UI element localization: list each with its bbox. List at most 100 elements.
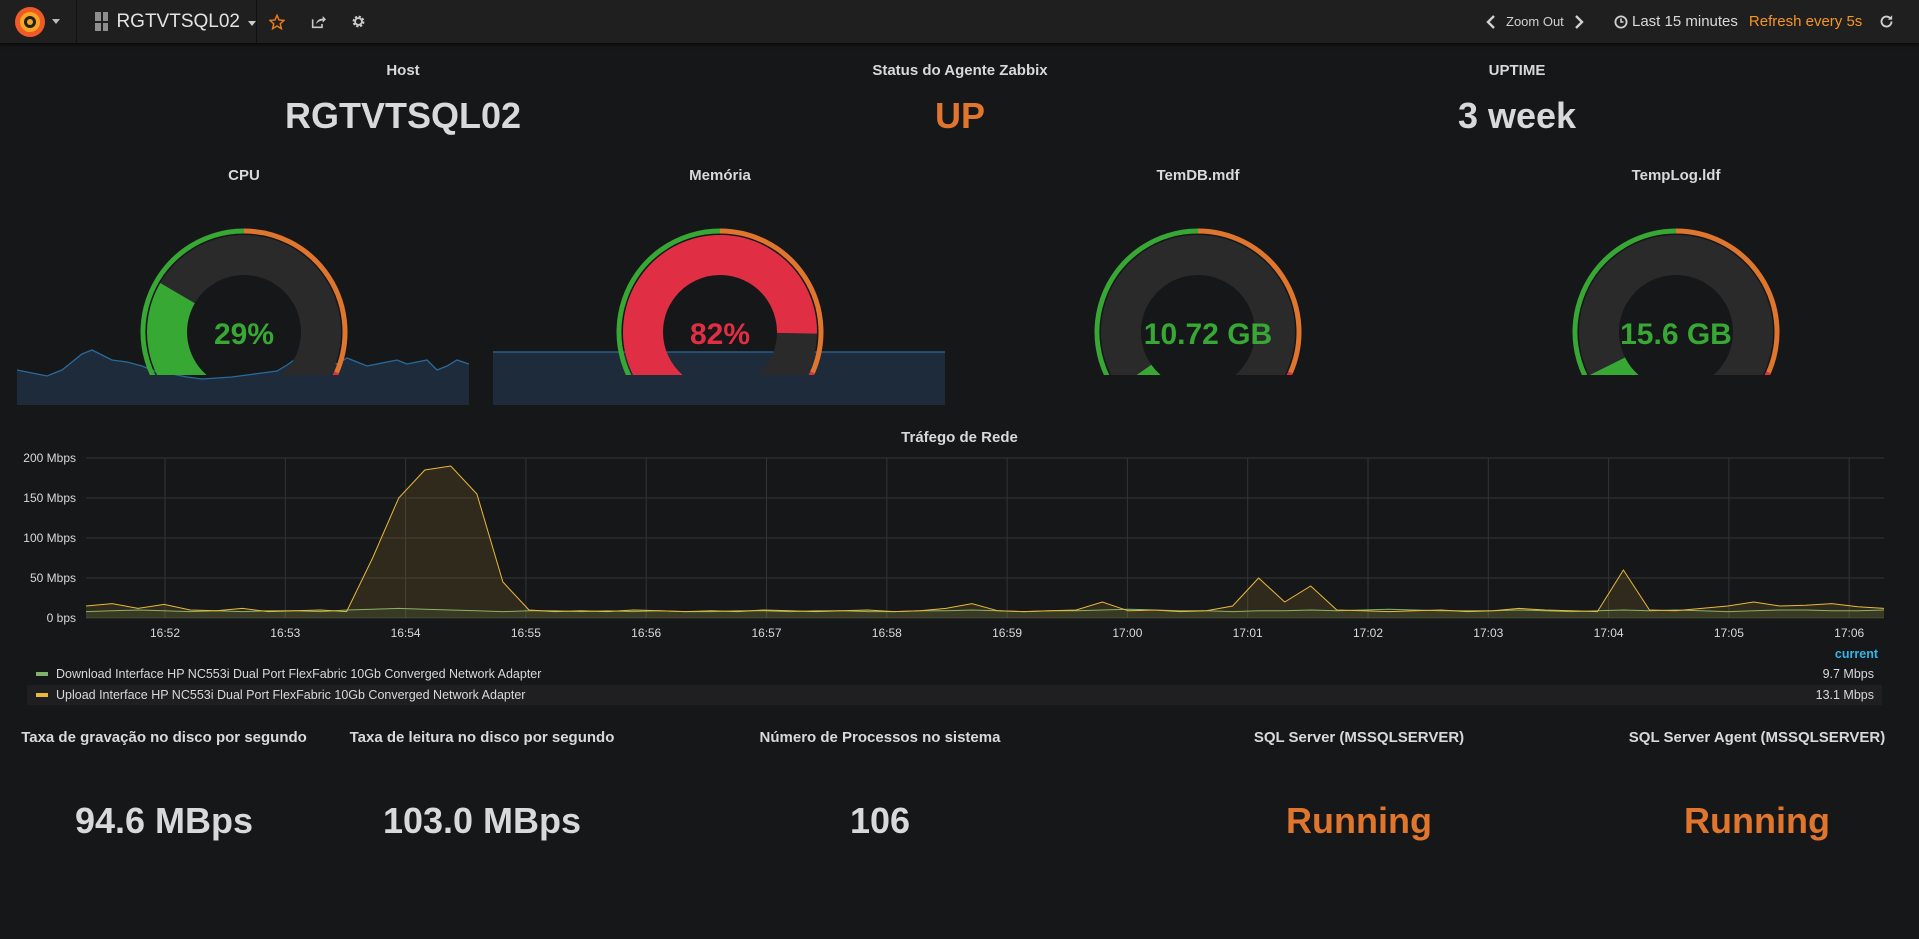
host-value: RGTVTSQL02: [284, 95, 522, 136]
disk-read-value: 103.0 MBps: [382, 800, 582, 841]
disk-write-panel-title: Taxa de gravação no disco por segundo: [21, 729, 307, 746]
y-tick-label: 150 Mbps: [23, 491, 76, 505]
x-tick-label: 17:03: [1473, 626, 1503, 640]
x-tick-label: 16:55: [511, 626, 541, 640]
dashboard-picker[interactable]: RGTVTSQL02: [78, 0, 257, 43]
chevron-down-icon: [248, 20, 256, 26]
time-range-picker[interactable]: Last 15 minutes Refresh every 5s: [1614, 0, 1862, 43]
agent-status-panel-title: Status do Agente Zabbix: [872, 62, 1048, 79]
x-tick-label: 16:56: [631, 626, 661, 640]
gauge-threshold-orange: [1197, 228, 1302, 374]
refresh-interval-label: Refresh every 5s: [1748, 13, 1863, 30]
tempdb-gauge: [1094, 228, 1302, 375]
sql-agent-panel-title: SQL Server Agent (MSSQLSERVER): [1628, 729, 1886, 746]
time-range-label: Last 15 minutes: [1632, 13, 1738, 30]
disk-read-panel-title: Taxa de leitura no disco por segundo: [349, 729, 615, 746]
memory-gauge: [616, 228, 824, 375]
x-tick-label: 16:58: [872, 626, 902, 640]
top-navbar: RGTVTSQL02 Zoom Out Last 15 minutes Refr…: [0, 0, 1919, 44]
x-tick-label: 16:52: [150, 626, 180, 640]
disk-write-value: 94.6 MBps: [74, 800, 254, 841]
dashboard-title: RGTVTSQL02: [116, 10, 240, 32]
gauge-threshold-green: [140, 228, 245, 375]
gauge-value-arc: [1589, 356, 1639, 375]
y-tick-label: 0 bps: [47, 611, 76, 625]
y-tick-label: 50 Mbps: [30, 571, 76, 585]
gauge-threshold-green: [1572, 228, 1677, 375]
network-traffic-chart[interactable]: 200 Mbps 150 Mbps 100 Mbps 50 Mbps 0 bps 16:5…: [0, 448, 1919, 653]
uptime-value: 3 week: [1457, 95, 1577, 136]
x-tick-label: 17:05: [1714, 626, 1744, 640]
cpu-gauge-value: 29%: [213, 318, 275, 351]
y-tick-label: 100 Mbps: [23, 531, 76, 545]
templog-panel-title: TempLog.ldf: [1631, 167, 1721, 184]
grafana-menu-button[interactable]: [0, 0, 77, 43]
legend-item-download[interactable]: Download Interface HP NC553i Dual Port F…: [27, 664, 1882, 684]
sql-agent-status-value: Running: [1684, 800, 1830, 841]
chevron-left-icon: [1486, 14, 1495, 29]
templog-gauge-value: 15.6 GB: [1620, 318, 1732, 351]
uptime-panel-title: UPTIME: [1488, 62, 1546, 79]
legend-swatch: [36, 672, 48, 676]
x-tick-label: 16:57: [751, 626, 781, 640]
y-tick-label: 200 Mbps: [23, 451, 76, 465]
legend-series-name: Download Interface HP NC553i Dual Port F…: [56, 667, 542, 681]
chevron-down-icon: [52, 19, 60, 24]
gauge-track: [1579, 235, 1773, 375]
memory-gauge-value: 82%: [689, 318, 751, 351]
legend-current-header: current: [1834, 647, 1878, 661]
network-panel-title: Tráfego de Rede: [901, 429, 1018, 446]
cpu-gauge: [140, 228, 348, 375]
legend-item-upload[interactable]: Upload Interface HP NC553i Dual Port Fle…: [27, 685, 1882, 705]
sql-server-panel-title: SQL Server (MSSQLSERVER): [1253, 729, 1465, 746]
dashboard-grid-icon: [95, 12, 109, 31]
legend-series-current: 9.7 Mbps: [1822, 667, 1874, 681]
host-panel-title: Host: [386, 62, 420, 79]
tempdb-panel-title: TemDB.mdf: [1156, 167, 1240, 184]
templog-gauge: [1572, 228, 1780, 375]
x-tick-label: 17:04: [1594, 626, 1624, 640]
gauge-threshold-orange: [719, 228, 824, 374]
gauge-value-arc: [147, 283, 207, 375]
x-tick-label: 17:00: [1112, 626, 1142, 640]
share-button[interactable]: [298, 0, 338, 43]
star-icon: [269, 13, 285, 30]
grafana-logo-icon: [15, 6, 45, 37]
process-count-value: 106: [849, 800, 911, 841]
cpu-sparkline: [17, 349, 469, 405]
clock-icon: [1614, 15, 1628, 28]
zoom-out-button[interactable]: Zoom Out: [1486, 0, 1584, 43]
gauge-threshold-orange: [1675, 228, 1780, 374]
refresh-icon: [1880, 15, 1892, 28]
x-tick-label: 16:54: [391, 626, 421, 640]
cpu-panel-title: CPU: [228, 167, 260, 184]
process-count-panel-title: Número de Processos no sistema: [759, 729, 1001, 746]
x-tick-label: 17:02: [1353, 626, 1383, 640]
series-area-1: [86, 466, 1884, 618]
chevron-right-icon: [1574, 14, 1584, 29]
memory-sparkline: [493, 351, 945, 405]
gauge-threshold-green: [616, 228, 721, 375]
sql-server-status-value: Running: [1286, 800, 1432, 841]
x-tick-label: 17:01: [1233, 626, 1263, 640]
settings-button[interactable]: [338, 0, 378, 43]
tempdb-gauge-value: 10.72 GB: [1143, 318, 1273, 351]
gauge-track: [1101, 235, 1295, 375]
legend-swatch: [36, 693, 48, 697]
x-tick-label: 17:06: [1834, 626, 1864, 640]
legend-series-name: Upload Interface HP NC553i Dual Port Fle…: [56, 688, 526, 702]
x-tick-label: 16:53: [270, 626, 300, 640]
zoom-out-label: Zoom Out: [1506, 14, 1564, 29]
agent-status-value: UP: [934, 95, 985, 136]
series-line-1: [85, 465, 1885, 613]
refresh-button[interactable]: [1866, 0, 1906, 43]
share-icon: [311, 15, 326, 28]
gauge-threshold-green: [1094, 228, 1199, 375]
gauge-threshold-orange: [243, 228, 348, 374]
legend-series-current: 13.1 Mbps: [1815, 688, 1874, 702]
x-tick-label: 16:59: [992, 626, 1022, 640]
memory-panel-title: Memória: [689, 167, 751, 184]
star-button[interactable]: [257, 0, 297, 43]
gear-icon: [352, 15, 364, 28]
gauge-value-arc: [623, 235, 817, 375]
